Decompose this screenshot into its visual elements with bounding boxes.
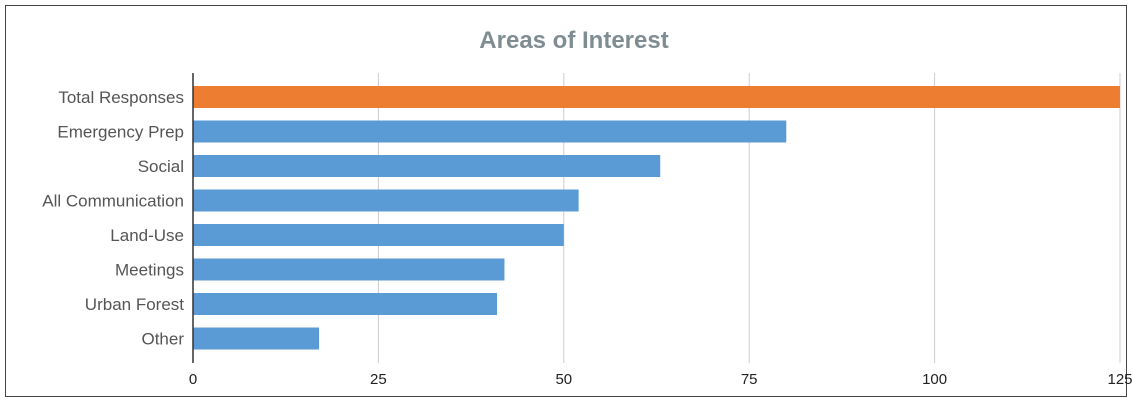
bar	[193, 189, 579, 212]
category-label: Social	[138, 157, 184, 176]
category-label: All Communication	[42, 192, 184, 211]
x-tick-label: 125	[1107, 371, 1132, 388]
bar	[193, 224, 564, 246]
category-label: Emergency Prep	[57, 123, 184, 142]
category-labels: Total Responses Emergency Prep Social All C…	[42, 88, 184, 349]
bar	[193, 120, 787, 143]
category-label: Total Responses	[58, 88, 184, 107]
category-label: Urban Forest	[85, 295, 184, 314]
category-label: Meetings	[115, 261, 184, 280]
bar	[193, 293, 498, 315]
chart-title: Areas of Interest	[479, 27, 669, 54]
x-tick-label: 0	[189, 371, 197, 388]
gridlines	[377, 73, 1121, 363]
bar	[193, 155, 661, 177]
tick-labels: 0 25 50 75 100 125	[189, 371, 1132, 388]
x-tick-label: 50	[555, 371, 572, 388]
x-tick-label: 100	[922, 371, 947, 388]
bar	[193, 258, 505, 281]
x-tick-label: 75	[741, 371, 758, 388]
category-label: Other	[141, 330, 184, 349]
bar	[193, 86, 1120, 108]
bar	[193, 327, 320, 350]
x-tick-label: 25	[370, 371, 387, 388]
category-label: Land-Use	[110, 226, 184, 245]
bars	[193, 86, 1120, 350]
